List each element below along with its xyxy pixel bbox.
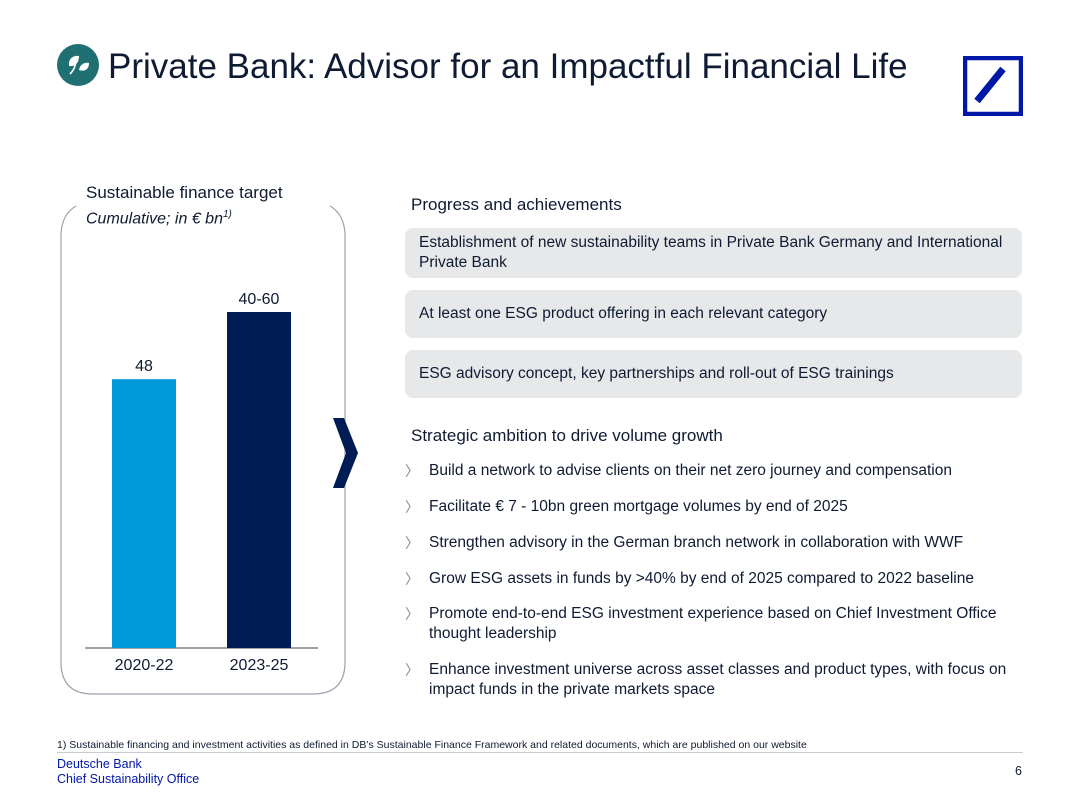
ambition-heading: Strategic ambition to drive volume growt… xyxy=(411,426,723,445)
page-number: 6 xyxy=(1015,764,1022,778)
footer-divider xyxy=(57,752,1023,753)
ambition-item: 〉 Promote end-to-end ESG investment exper… xyxy=(405,604,1025,644)
title-bold: Private Bank: xyxy=(108,47,317,86)
ambition-item-text: Enhance investment universe across asset… xyxy=(429,661,1007,698)
chart-subtitle-text: Cumulative; in € bn xyxy=(86,210,223,228)
data-label: 48 xyxy=(135,358,153,375)
progress-item: Establishment of new sustainability team… xyxy=(405,228,1022,278)
progress-item: At least one ESG product offering in eac… xyxy=(405,290,1022,338)
data-label: 40-60 xyxy=(239,291,280,308)
footnote: 1) Sustainable financing and investment … xyxy=(57,739,807,751)
ambition-item: 〉 Strengthen advisory in the German branc… xyxy=(405,533,1025,553)
footer-org-name: Deutsche Bank xyxy=(57,757,142,771)
bar-2023-25 xyxy=(227,312,291,648)
bullet-chevron-icon: 〉 xyxy=(405,571,419,587)
ambition-item-text: Build a network to advise clients on the… xyxy=(429,462,952,479)
ambition-item: 〉 Build a network to advise clients on th… xyxy=(405,461,1025,481)
chart-subtitle: Cumulative; in € bn1) xyxy=(86,204,232,230)
deutsche-bank-logo xyxy=(962,55,1024,117)
progress-item: ESG advisory concept, key partnerships a… xyxy=(405,350,1022,398)
bar-chart: 48 2020-22 40-60 2023-25 xyxy=(85,291,318,674)
chevron-right-icon xyxy=(333,418,358,488)
chart-frame xyxy=(60,205,346,695)
footer-org-unit: Chief Sustainability Office xyxy=(57,772,200,786)
progress-item-text: Establishment of new sustainability team… xyxy=(419,234,1003,271)
bullet-chevron-icon: 〉 xyxy=(405,606,419,622)
x-tick-label: 2020-22 xyxy=(115,657,174,674)
ambition-item-text: Facilitate € 7 - 10bn green mortgage vol… xyxy=(429,498,848,515)
x-tick-label: 2023-25 xyxy=(230,657,289,674)
page-title: Private Bank: Advisor for an Impactful F… xyxy=(108,44,908,90)
ambition-item: 〉 Facilitate € 7 - 10bn green mortgage vo… xyxy=(405,497,1025,517)
bullet-chevron-icon: 〉 xyxy=(405,662,419,678)
progress-item-text: At least one ESG product offering in eac… xyxy=(419,305,828,322)
chart-title: Sustainable finance target xyxy=(86,183,283,202)
bullet-chevron-icon: 〉 xyxy=(405,463,419,479)
bar-2020-22 xyxy=(112,379,176,648)
progress-heading: Progress and achievements xyxy=(411,195,622,214)
progress-item-text: ESG advisory concept, key partnerships a… xyxy=(419,365,894,382)
ambition-item: 〉 Grow ESG assets in funds by >40% by end… xyxy=(405,569,1025,589)
leaf-icon xyxy=(57,44,99,86)
ambition-item: 〉 Enhance investment universe across asse… xyxy=(405,660,1025,700)
ambition-item-text: Grow ESG assets in funds by >40% by end … xyxy=(429,570,974,587)
ambition-item-text: Strengthen advisory in the German branch… xyxy=(429,534,964,551)
bullet-chevron-icon: 〉 xyxy=(405,535,419,551)
ambition-item-text: Promote end-to-end ESG investment experi… xyxy=(429,605,997,642)
bullet-chevron-icon: 〉 xyxy=(405,499,419,515)
title-rest: Advisor for an Impactful Financial Life xyxy=(323,47,908,86)
chart-subtitle-footnote: 1) xyxy=(222,209,232,220)
